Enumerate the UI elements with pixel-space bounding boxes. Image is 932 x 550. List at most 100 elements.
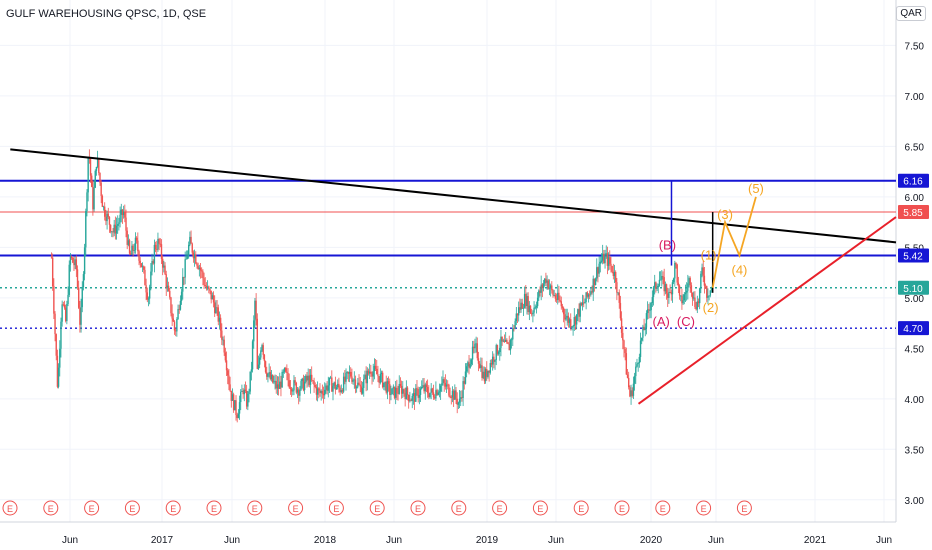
candle-body	[294, 380, 296, 383]
earnings-marker	[247, 500, 263, 516]
candle-body	[86, 192, 88, 212]
candle-body	[324, 389, 326, 396]
candle-body	[425, 384, 428, 388]
candle-body	[504, 339, 507, 342]
candle-body	[626, 374, 629, 378]
candle-body	[160, 244, 163, 259]
candles	[50, 149, 714, 423]
candle-body	[549, 285, 552, 288]
candle-body	[628, 377, 630, 388]
candle-body	[559, 300, 561, 302]
candle-body	[416, 388, 418, 390]
candle-body	[586, 292, 589, 297]
candle-body	[358, 382, 360, 385]
candle-body	[619, 302, 622, 319]
candle-body	[344, 376, 346, 382]
candle-body	[393, 386, 396, 398]
candle-body	[325, 385, 327, 390]
candle-body	[655, 282, 657, 289]
candle-body	[664, 284, 667, 292]
candle-body	[236, 415, 238, 419]
candle-body	[410, 400, 412, 402]
currency-button[interactable]: QAR	[896, 6, 926, 21]
candle-body	[75, 259, 78, 270]
y-tick-label: 5.00	[905, 294, 925, 305]
wave-label: (A)	[653, 314, 670, 329]
candle-body	[354, 379, 357, 389]
candle-body	[139, 260, 141, 264]
candle-body	[558, 292, 560, 301]
candle-body	[146, 292, 149, 300]
candle-body	[697, 301, 700, 304]
candle-body	[513, 328, 515, 329]
candle-body	[685, 290, 688, 293]
candle-body	[458, 398, 461, 403]
candle-body	[522, 307, 525, 309]
y-tick-label: 6.00	[905, 193, 925, 204]
candle-body	[327, 385, 329, 391]
candle-body	[365, 374, 367, 384]
candle-body	[112, 231, 114, 233]
candle-body	[546, 280, 548, 283]
earnings-marker	[206, 500, 222, 516]
candle-body	[605, 253, 607, 256]
candle-body	[625, 353, 628, 375]
candle-body	[276, 384, 279, 389]
candle-body	[322, 393, 325, 396]
candle-body	[690, 285, 693, 293]
candle-body	[483, 371, 486, 382]
earnings-marker-label: E	[293, 504, 299, 514]
candle-body	[329, 377, 332, 379]
candle-body	[307, 375, 309, 381]
earnings-marker-label: E	[7, 504, 13, 514]
x-tick-label: Jun	[62, 535, 78, 546]
earnings-marker	[532, 500, 548, 516]
candle-body	[312, 380, 314, 381]
earnings-marker	[2, 500, 18, 516]
candle-body	[554, 295, 557, 299]
candle-body	[489, 363, 492, 373]
candle-body	[186, 255, 189, 259]
candle-body	[478, 363, 481, 369]
candle-body	[689, 278, 691, 286]
candle-body	[708, 295, 710, 297]
candle-body	[397, 393, 399, 394]
candle-body	[290, 388, 293, 392]
candle-body	[566, 315, 568, 318]
candle-body	[172, 318, 175, 322]
candle-body	[529, 305, 532, 314]
candle-body	[480, 365, 482, 369]
candle-body	[448, 384, 450, 396]
candle-body	[709, 290, 712, 296]
candle-body	[684, 292, 687, 295]
candle-body	[305, 375, 307, 382]
candle-body	[229, 384, 231, 391]
earnings-marker-label: E	[619, 504, 625, 514]
candle-body	[133, 250, 135, 251]
candle-body	[180, 291, 183, 301]
candle-body	[198, 267, 201, 270]
candle-body	[381, 372, 384, 388]
candle-body	[454, 390, 456, 400]
candle-body	[611, 265, 613, 272]
candle-body	[161, 258, 164, 268]
candle-body	[280, 381, 282, 388]
candle-body	[575, 314, 578, 325]
candle-body	[404, 392, 406, 400]
earnings-marker-label: E	[170, 504, 176, 514]
candle-body	[502, 340, 505, 342]
candle-body	[681, 295, 683, 304]
candle-body	[683, 294, 685, 301]
candle-body	[170, 297, 172, 314]
candle-body	[292, 390, 294, 392]
candle-body	[114, 224, 117, 234]
candle-body	[189, 236, 191, 245]
candle-body	[132, 245, 134, 251]
candle-body	[128, 240, 131, 254]
candle-body	[564, 314, 566, 320]
candle-body	[137, 240, 139, 252]
candle-body	[54, 313, 56, 335]
wave-label: (4)	[732, 263, 748, 278]
candle-body	[450, 397, 452, 398]
